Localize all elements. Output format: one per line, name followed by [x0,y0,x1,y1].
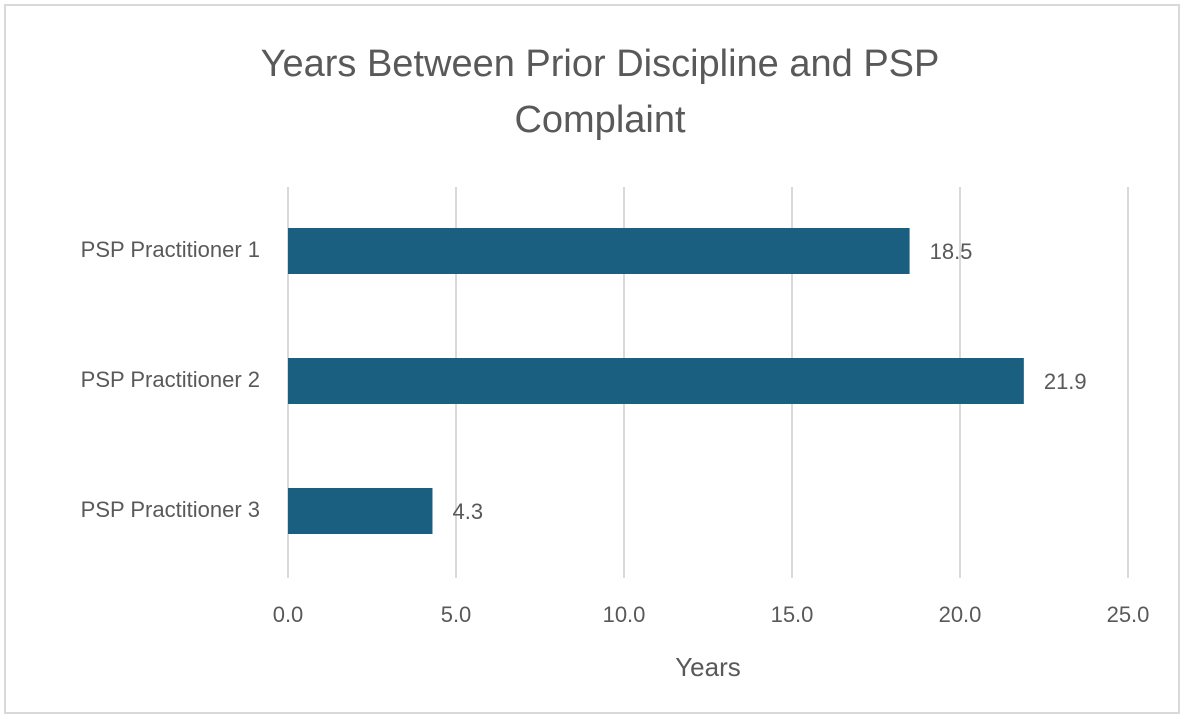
x-tick-label: 5.0 [441,602,472,627]
data-label: 18.5 [930,239,973,264]
bar [288,488,433,534]
data-label: 21.9 [1044,369,1087,394]
chart-frame [4,4,1180,714]
bar [288,228,910,274]
y-tick-label: PSP Practitioner 2 [81,367,260,392]
x-tick-label: 20.0 [939,602,982,627]
x-tick-label: 0.0 [273,602,304,627]
y-tick-label: PSP Practitioner 3 [81,497,260,522]
bar [288,358,1024,404]
x-axis-title: Years [675,652,741,682]
chart-title: Years Between Prior Discipline and PSP C… [260,43,940,141]
x-tick-label: 25.0 [1107,602,1150,627]
x-tick-label: 15.0 [771,602,814,627]
data-label: 4.3 [452,499,483,524]
y-tick-label: PSP Practitioner 1 [81,237,260,262]
x-tick-label: 10.0 [603,602,646,627]
